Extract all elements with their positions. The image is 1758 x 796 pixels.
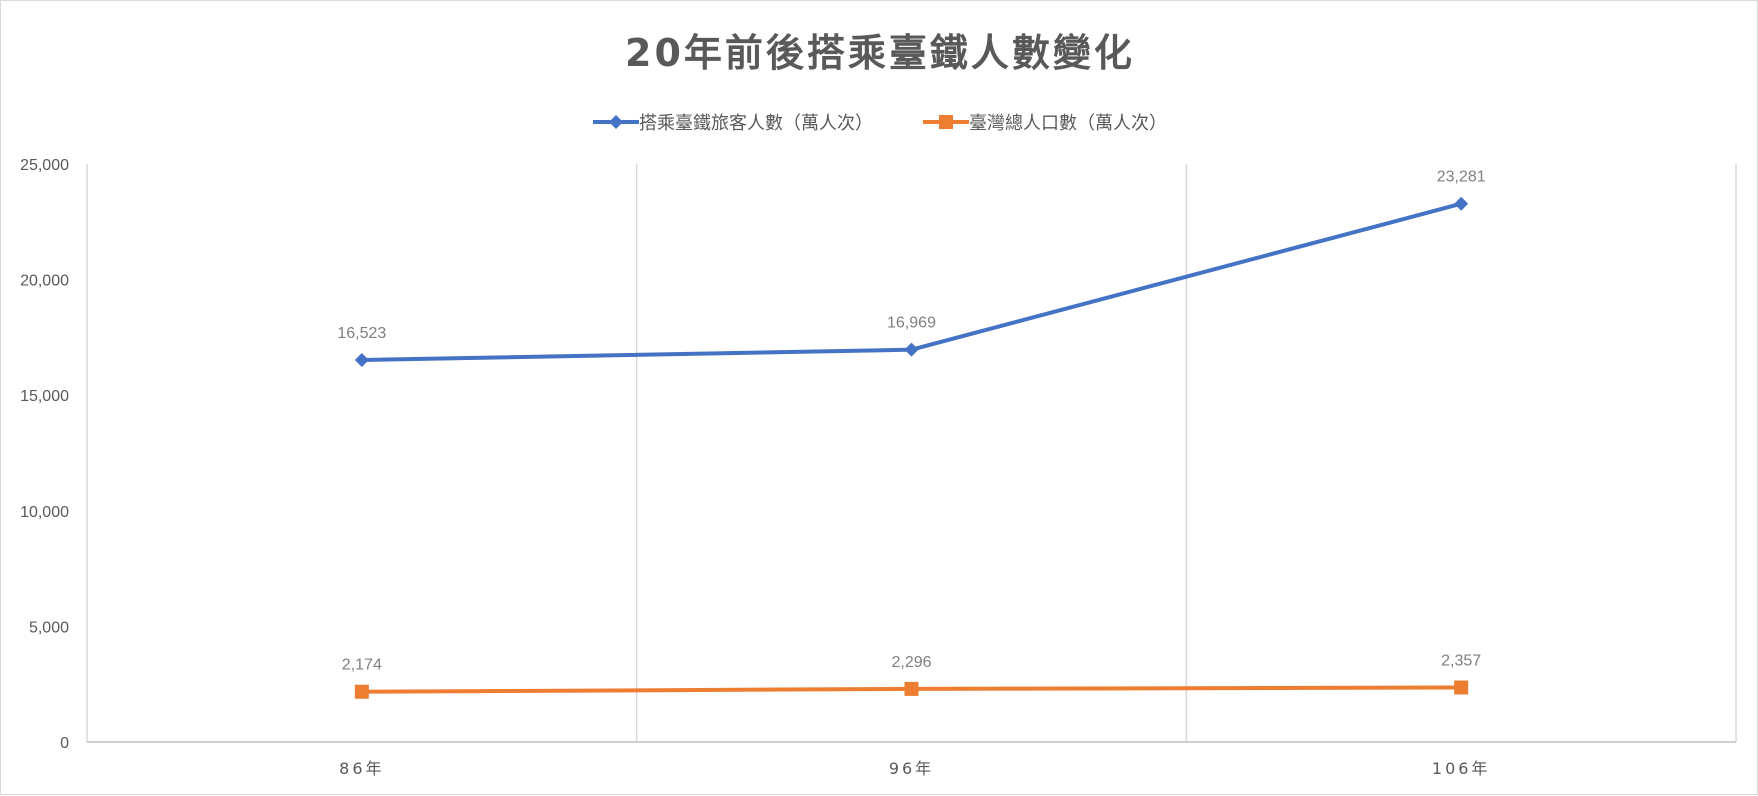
data-point-marker: [1454, 196, 1469, 211]
data-label: 2,357: [1441, 653, 1481, 670]
data-point-marker: [1454, 680, 1469, 695]
data-point-marker: [354, 684, 369, 699]
x-tick-label: 86年: [339, 759, 384, 778]
data-point-marker: [904, 681, 919, 696]
y-tick-label: 20,000: [20, 273, 69, 290]
gridlines: [86, 164, 1737, 743]
legend: 搭乘臺鐵旅客人數（萬人次） 臺灣總人口數（萬人次）: [593, 113, 1167, 134]
series-group: [354, 196, 1469, 699]
legend-label: 搭乘臺鐵旅客人數（萬人次）: [639, 113, 873, 134]
y-tick-label: 0: [60, 735, 69, 752]
data-label: 16,969: [887, 315, 936, 332]
legend-marker: [609, 115, 623, 129]
legend-item: 臺灣總人口數（萬人次）: [923, 113, 1167, 134]
y-tick-label: 25,000: [20, 157, 69, 174]
x-axis: 86年 96年 106年: [339, 759, 1491, 778]
data-label: 2,296: [891, 654, 931, 671]
legend-item: 搭乘臺鐵旅客人數（萬人次）: [593, 113, 873, 134]
x-tick-label: 106年: [1432, 759, 1491, 778]
data-label: 16,523: [337, 325, 386, 342]
chart-title: 20年前後搭乘臺鐵人數變化: [625, 31, 1135, 75]
y-tick-label: 10,000: [20, 504, 69, 521]
y-tick-label: 5,000: [29, 619, 69, 636]
y-tick-label: 15,000: [20, 388, 69, 405]
series-line: [361, 201, 1462, 362]
data-labels: 16,523 16,969 23,281 2,174 2,296 2,357: [337, 169, 1485, 674]
legend-label: 臺灣總人口數（萬人次）: [969, 113, 1167, 134]
data-label: 2,174: [342, 657, 382, 674]
data-point-marker: [354, 352, 369, 367]
data-point-marker: [904, 342, 919, 357]
legend-marker: [939, 115, 953, 129]
x-tick-label: 96年: [889, 759, 934, 778]
data-label: 23,281: [1437, 169, 1486, 186]
y-axis: 0 5,000 10,000 15,000 20,000 25,000: [20, 157, 69, 752]
